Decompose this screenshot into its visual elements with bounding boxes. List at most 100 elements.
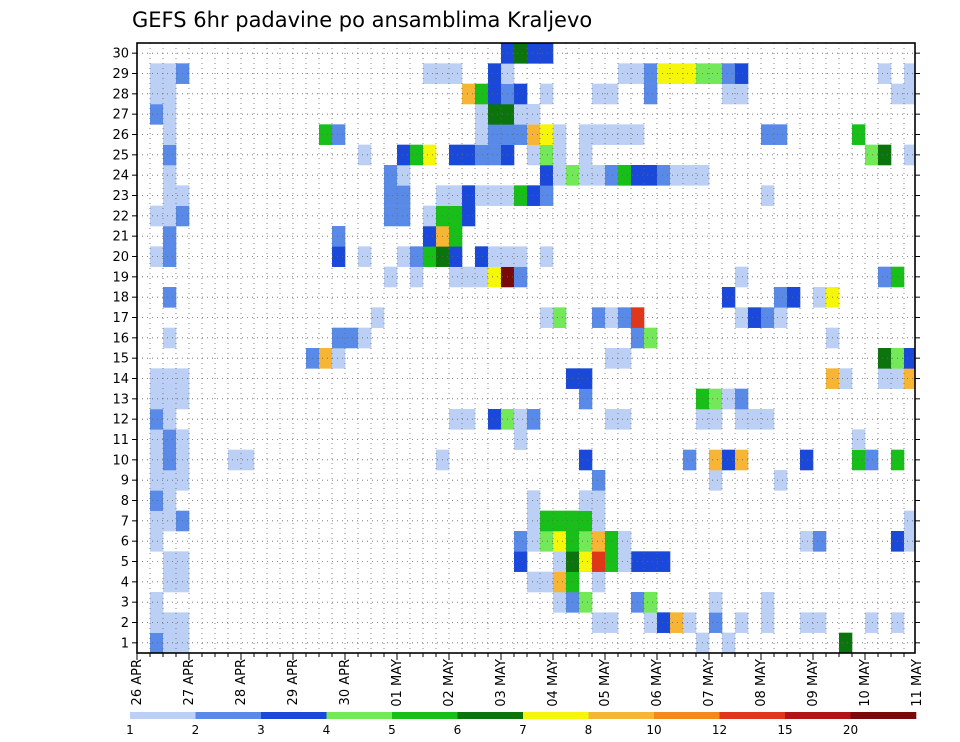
- x-tick-label: 03 MAY: [494, 659, 509, 707]
- heatmap-cell: [878, 144, 892, 166]
- x-tick-label: 05 MAY: [598, 659, 613, 707]
- heatmap-cell: [852, 124, 866, 145]
- heatmap-cell: [839, 368, 853, 389]
- heatmap-cell: [644, 612, 658, 633]
- heatmap-cell: [852, 429, 866, 450]
- heatmap-cell: [475, 266, 489, 288]
- y-tick-label: 11: [112, 433, 129, 448]
- heatmap-cell: [163, 327, 177, 349]
- heatmap-cell: [332, 246, 346, 267]
- heatmap-cell: [618, 348, 632, 369]
- heatmap-cell: [878, 348, 892, 369]
- heatmap-cell: [514, 83, 528, 105]
- legend-label: 8: [585, 723, 593, 737]
- y-tick-label: 18: [112, 291, 129, 306]
- heatmap-cell: [904, 510, 916, 532]
- heatmap-cell: [800, 531, 814, 552]
- heatmap-cell: [774, 470, 788, 491]
- heatmap-cell: [488, 83, 502, 105]
- heatmap-cell: [618, 531, 632, 552]
- legend-label: 2: [192, 723, 200, 737]
- heatmap-cell: [163, 490, 177, 511]
- y-tick-label: 22: [112, 209, 129, 224]
- heatmap-cell: [618, 165, 632, 186]
- heatmap-cell: [410, 246, 424, 267]
- heatmap-cell: [722, 287, 736, 308]
- heatmap-cell: [709, 409, 723, 430]
- heatmap-cell: [150, 368, 164, 389]
- heatmap-cell: [735, 409, 749, 430]
- heatmap-cell: [150, 592, 164, 613]
- heatmap-cell: [449, 409, 463, 430]
- heatmap-cell: [592, 531, 606, 552]
- heatmap-cell: [774, 307, 788, 328]
- legend-swatch: [785, 712, 851, 719]
- heatmap-cell: [163, 165, 177, 186]
- heatmap-cell: [449, 205, 463, 227]
- heatmap-cell: [605, 531, 619, 552]
- heatmap-cell: [462, 266, 476, 288]
- x-tick-label: 11 MAY: [910, 659, 925, 707]
- heatmap-cell: [722, 388, 736, 410]
- x-tick-label: 06 MAY: [650, 659, 665, 707]
- heatmap-cell: [657, 165, 671, 186]
- y-tick-label: 15: [112, 352, 129, 367]
- heatmap-cell: [514, 531, 528, 552]
- legend-swatch: [326, 712, 393, 719]
- x-tick-label: 28 APR: [234, 659, 249, 705]
- heatmap-cell: [553, 510, 567, 532]
- heatmap-cell: [358, 327, 372, 349]
- heatmap-cell: [397, 144, 411, 166]
- heatmap-cell: [657, 551, 671, 572]
- heatmap-cell: [735, 63, 749, 84]
- y-tick-label: 28: [112, 87, 129, 102]
- heatmap-cell: [150, 83, 164, 105]
- heatmap-cell: [618, 551, 632, 572]
- heatmap-cell: [553, 144, 567, 166]
- heatmap-cell: [228, 449, 242, 471]
- legend-swatch: [654, 712, 720, 719]
- heatmap-cell: [592, 510, 606, 532]
- heatmap-cell: [540, 531, 554, 552]
- y-tick-label: 27: [112, 108, 129, 123]
- heatmap-cell: [605, 612, 619, 633]
- y-tick-label: 25: [112, 148, 129, 163]
- heatmap-cell: [475, 144, 489, 166]
- y-tick-label: 12: [112, 413, 129, 428]
- heatmap-cell: [384, 205, 398, 227]
- y-axis: 1234567891011121314151617181920212223242…: [112, 47, 920, 651]
- heatmap-cell: [462, 83, 476, 105]
- heatmap-cell: [540, 144, 554, 166]
- y-tick-label: 21: [112, 230, 129, 245]
- heatmap-cell: [709, 612, 723, 633]
- heatmap-cell: [397, 185, 411, 206]
- heatmap-cell: [150, 510, 164, 532]
- heatmap-cell: [150, 490, 164, 511]
- heatmap-cell: [163, 104, 177, 125]
- heatmap-cell: [397, 205, 411, 227]
- heatmap-cell: [579, 449, 593, 471]
- color-legend: 1 2 3 4 5 6 7 8 10 12 15 20: [126, 712, 917, 737]
- legend-label: 15: [777, 723, 792, 737]
- heatmap-cell: [605, 165, 619, 186]
- heatmap-cell: [163, 449, 177, 471]
- heatmap-cell: [670, 63, 684, 84]
- heatmap-cell: [722, 632, 736, 654]
- heatmap-cell: [462, 185, 476, 206]
- heatmap-cell: [904, 63, 916, 84]
- x-tick-label: 27 APR: [182, 659, 197, 705]
- heatmap-cell: [488, 266, 502, 288]
- heatmap-cell: [150, 449, 164, 471]
- heatmap-cell: [163, 368, 177, 389]
- heatmap-cell: [657, 612, 671, 633]
- heatmap-cell: [475, 124, 489, 145]
- heatmap-cell: [735, 449, 749, 471]
- heatmap-cell: [605, 124, 619, 145]
- heatmap-cell: [462, 409, 476, 430]
- heatmap-cell: [540, 307, 554, 328]
- heatmap-cell: [163, 124, 177, 145]
- legend-swatch: [261, 712, 327, 719]
- heatmap-cell: [150, 409, 164, 430]
- heatmap-cell: [618, 307, 632, 328]
